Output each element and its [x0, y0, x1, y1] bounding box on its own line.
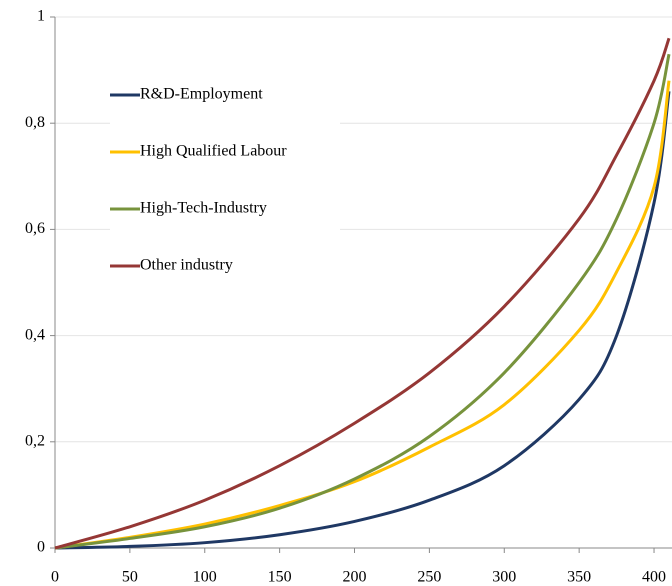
legend-label: High Qualified Labour	[140, 143, 287, 160]
legend-box	[110, 70, 340, 300]
y-tick-label: 0,2	[25, 432, 45, 449]
y-tick-label: 0	[37, 539, 45, 556]
legend-label: Other industry	[140, 257, 233, 274]
x-tick-label: 100	[193, 569, 217, 586]
line-series	[54, 37, 671, 550]
x-tick-label: 200	[343, 569, 367, 586]
x-tick-label: 150	[268, 569, 292, 586]
x-tick-label: 300	[492, 569, 516, 586]
y-tick-label: 0,4	[25, 326, 45, 343]
x-tick-label: 0	[51, 569, 59, 586]
line-series	[54, 91, 671, 550]
x-tick-label: 400	[642, 569, 666, 586]
line-series	[54, 80, 671, 550]
y-tick-label: 1	[37, 8, 45, 25]
legend-label: R&D-Employment	[140, 86, 263, 103]
y-tick-label: 0,8	[25, 114, 45, 131]
legend: R&D-Employment High Qualified Labour High-…	[110, 70, 340, 300]
x-tick-label: 250	[417, 569, 441, 586]
legend-label: High-Tech-Industry	[140, 200, 267, 217]
x-tick-label: 350	[567, 569, 591, 586]
line-series	[54, 53, 671, 550]
x-tick-label: 50	[122, 569, 138, 586]
y-tick-label: 0,6	[25, 220, 45, 237]
